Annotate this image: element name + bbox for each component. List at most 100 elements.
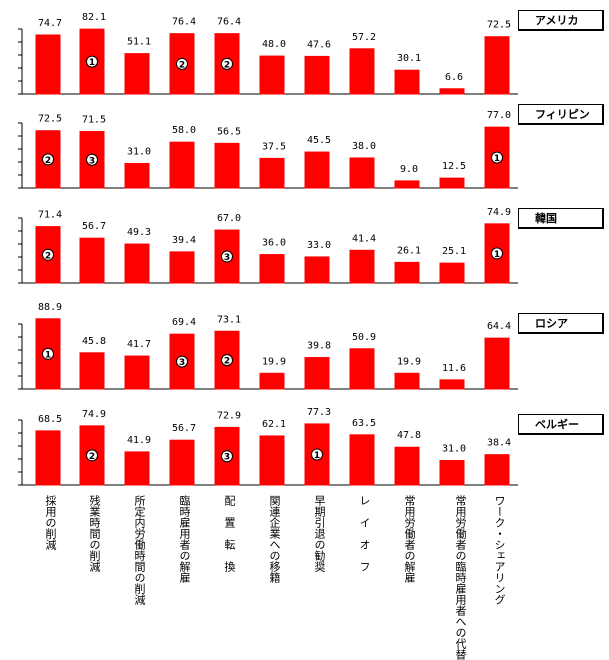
category-label: 残業時間の削減 [88,495,101,572]
rank-number: 2 [89,452,95,462]
rank-badge [42,153,54,166]
bar-value-label: 6.6 [445,72,463,83]
bar [439,262,465,284]
bar-value-label: 41.9 [127,435,151,446]
rank-badge [311,448,323,461]
bar [304,55,330,95]
rank-number: 1 [314,451,320,461]
bar [259,157,285,189]
bar [259,435,285,486]
bar-value-label: 67.0 [217,213,241,224]
rank-badge [176,355,188,368]
bar-value-label: 38.0 [352,141,376,152]
rank-number: 1 [89,58,95,68]
rank-number: 2 [179,60,185,70]
rank-number: 1 [494,154,500,164]
rank-number: 3 [224,253,230,263]
rank-badge [86,55,98,68]
bar-value-label: 56.7 [82,221,106,232]
bar-value-label: 74.7 [38,18,62,29]
country-label: ロシア [518,313,604,334]
bar-value-label: 30.1 [397,53,421,64]
category-label: レ イ オ フ [358,495,371,572]
bar-value-label: 76.4 [217,17,241,28]
country-label: アメリカ [518,10,604,31]
bar [79,425,105,486]
bar [394,261,420,284]
bar [349,249,375,284]
country-label: 韓国 [518,208,604,229]
bar-value-label: 63.5 [352,418,376,429]
bar-value-label: 88.9 [38,302,62,313]
rank-badge [176,57,188,70]
bar [124,53,150,95]
bar-value-label: 71.4 [38,210,62,221]
category-label: 配 置 転 換 [223,495,236,572]
bar-value-label: 19.9 [262,356,286,367]
rank-number: 2 [224,60,230,70]
bar-value-label: 74.9 [487,207,511,218]
bar [35,226,61,284]
bar-value-label: 12.5 [442,161,466,172]
bar-value-label: 45.5 [307,135,331,146]
bar [394,446,420,486]
bar [349,48,375,95]
rank-number: 2 [224,357,230,367]
bar-value-label: 77.0 [487,110,511,121]
bar-value-label: 57.2 [352,32,376,43]
bar [79,352,105,390]
bar [35,430,61,486]
category-label: 常用労働者の解雇 [403,495,416,583]
bar [484,454,510,486]
bar-value-label: 25.1 [442,246,466,257]
category-label: 臨時雇用者の解雇 [178,495,191,583]
bar-value-label: 77.3 [307,407,331,418]
bar [439,88,465,95]
rank-badge [42,248,54,261]
bar-value-label: 11.6 [442,363,466,374]
bar [169,333,195,390]
bar [304,151,330,189]
rank-badge [221,450,233,463]
bar-value-label: 49.3 [127,227,151,238]
bar [259,55,285,95]
rank-number: 2 [45,156,51,166]
bar-value-label: 64.4 [487,321,511,332]
rank-badge [42,347,54,360]
bar-value-label: 72.9 [217,410,241,421]
bar [124,451,150,486]
rank-number: 2 [45,251,51,261]
bar [214,142,240,189]
rank-number: 3 [224,453,230,463]
bar-value-label: 69.4 [172,317,196,328]
bar-value-label: 31.0 [127,147,151,158]
category-label: 所定内労働時間の削減 [133,495,146,605]
bar [439,177,465,189]
bar-value-label: 76.4 [172,17,196,28]
bar-value-label: 45.8 [82,336,106,347]
bar-value-label: 82.1 [82,12,106,23]
rank-badge [86,449,98,462]
rank-badge [221,354,233,367]
bar [394,69,420,95]
bar-value-label: 19.9 [397,356,421,367]
bar-value-label: 36.0 [262,238,286,249]
bar [439,460,465,486]
bar [349,157,375,189]
rank-badge [491,247,503,260]
bar-value-label: 47.8 [397,430,421,441]
country-label: ベルギー [518,414,604,435]
category-label: 関連企業への移籍 [268,495,281,583]
bar-value-label: 56.5 [217,126,241,137]
bar-value-label: 38.4 [487,438,511,449]
bar [79,237,105,284]
bar [169,439,195,486]
bar-value-label: 74.9 [82,409,106,420]
bar-chart-panels: 74.7 82.1 1 51.1 76.4 2 76.4 2 48.0 47.6 57.2 30.1 6… [18,12,518,486]
bar-value-label: 51.1 [127,37,151,48]
bar [349,348,375,390]
bar [124,243,150,284]
bar-value-label: 26.1 [397,245,421,256]
rank-badge [221,57,233,70]
bar [79,28,105,95]
